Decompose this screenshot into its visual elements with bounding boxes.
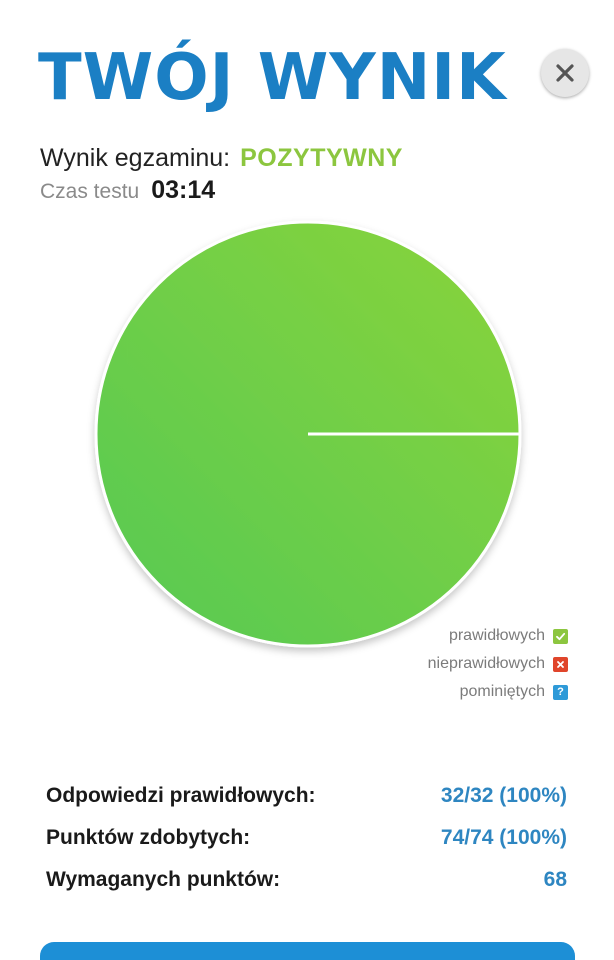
stat-required-value: 68 xyxy=(543,868,567,891)
pie-chart-svg xyxy=(94,220,522,648)
test-time-label: Czas testu xyxy=(40,180,140,203)
exam-result-label: Wynik egzaminu: xyxy=(40,144,231,172)
exam-result: Wynik egzaminu: POZYTYWNY xyxy=(40,144,403,173)
test-time: Czas testu 03:14 xyxy=(40,176,215,205)
legend-label-incorrect: nieprawidłowych xyxy=(427,655,545,672)
stat-points-value: 74/74 (100%) xyxy=(440,826,567,849)
legend-item-skipped: pominiętych ? xyxy=(428,678,568,706)
stat-correct-answers: Odpowiedzi prawidłowych: 32/32 (100%) xyxy=(46,775,567,817)
legend-item-incorrect: nieprawidłowych xyxy=(428,650,568,678)
result-pie-chart xyxy=(84,210,534,670)
legend-label-skipped: pominiętych xyxy=(459,683,545,700)
stat-required-label: Wymaganych punktów: xyxy=(46,868,281,891)
close-button[interactable] xyxy=(541,49,589,97)
stat-points-label: Punktów zdobytych: xyxy=(46,826,251,849)
bottom-action-button[interactable] xyxy=(40,942,575,960)
score-stats: Odpowiedzi prawidłowych: 32/32 (100%) Pu… xyxy=(46,775,567,901)
legend-item-correct: prawidłowych xyxy=(428,622,568,650)
stat-correct-label: Odpowiedzi prawidłowych: xyxy=(46,784,316,807)
legend-label-correct: prawidłowych xyxy=(448,627,545,644)
stat-correct-value: 32/32 (100%) xyxy=(440,784,567,807)
page-title: TWÓJ WYNIK xyxy=(38,41,507,115)
exam-result-status: POZYTYWNY xyxy=(240,144,403,172)
stat-points-earned: Punktów zdobytych: 74/74 (100%) xyxy=(46,817,567,859)
check-icon xyxy=(553,628,568,644)
close-icon xyxy=(556,64,574,82)
x-icon xyxy=(553,656,568,672)
question-icon: ? xyxy=(553,684,568,700)
stat-required-points: Wymaganych punktów: 68 xyxy=(46,859,567,901)
test-time-value: 03:14 xyxy=(151,176,216,204)
chart-legend: prawidłowych nieprawidłowych pominiętych… xyxy=(428,622,568,706)
